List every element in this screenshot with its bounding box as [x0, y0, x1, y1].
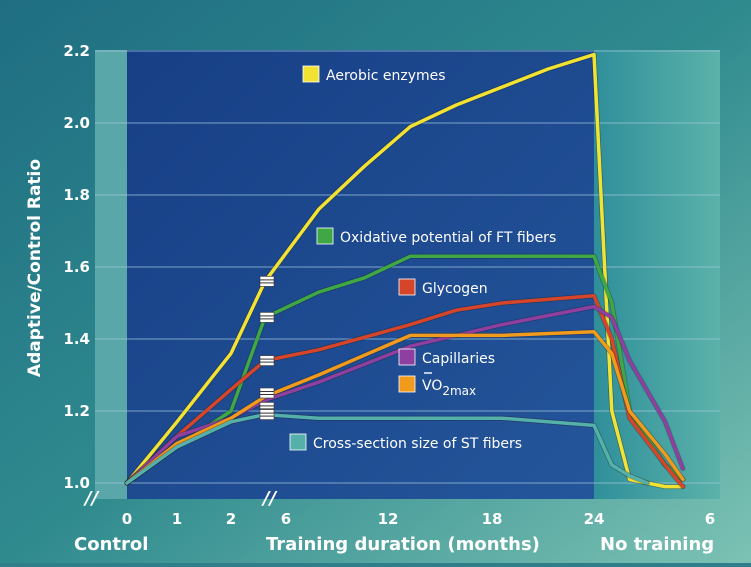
label-text-glycogen: Glycogen: [422, 281, 488, 297]
y-tick-label-2: 1.4: [63, 330, 90, 348]
x-tick-label-4: 12: [378, 510, 399, 528]
swatch-glycogen: [398, 278, 416, 296]
swatch-capillaries: [398, 348, 416, 366]
break-mark-5: [259, 409, 275, 420]
label-oxidative-potential: Oxidative potential of FT fibers: [316, 227, 556, 246]
y-tick-label-6: 2.2: [63, 42, 90, 60]
section-label-training: Training duration (months): [266, 534, 540, 555]
vo2-sub: 2max: [442, 384, 476, 398]
label-glycogen: Glycogen: [398, 278, 488, 297]
break-mark-0: [259, 276, 275, 287]
axis-break-ticks: [259, 276, 275, 420]
x-tick-label-5: 18: [482, 510, 503, 528]
y-axis-title: Adaptive/Control Ratio: [25, 159, 45, 377]
label-aerobic-enzymes: Aerobic enzymes: [302, 65, 446, 84]
x-tick-label-6: 24: [584, 510, 605, 528]
y-tick-labels: 1.0 1.2 1.4 1.6 1.8 2.0 2.2: [63, 42, 90, 492]
x-axis-break-mark: //: [261, 488, 278, 509]
y-tick-label-5: 2.0: [63, 114, 90, 132]
x-tick-labels: 0 1 2 6 12 18 24 6: [122, 510, 715, 528]
break-mark-3: [259, 387, 275, 399]
y-tick-label-1: 1.2: [63, 402, 90, 420]
y-tick-label-4: 1.8: [63, 186, 90, 204]
break-mark-2: [259, 355, 275, 366]
swatch-oxidative-potential: [316, 227, 334, 245]
series-line-5: [125, 412, 650, 485]
control-panel: [95, 50, 127, 499]
section-label-control: Control: [74, 534, 148, 555]
x-tick-label-0: 0: [122, 510, 132, 528]
swatch-st-fibers: [289, 433, 307, 451]
x-tick-label-3: 6: [281, 510, 291, 528]
label-text-vo2max: VO2max: [422, 378, 476, 398]
gridlines: [95, 50, 720, 484]
y-tick-label-3: 1.6: [63, 258, 90, 276]
x-tick-label-2: 2: [226, 510, 236, 528]
label-text-oxidative-potential: Oxidative potential of FT fibers: [340, 230, 556, 246]
label-capillaries: Capillaries: [398, 348, 495, 367]
label-text-capillaries: Capillaries: [422, 351, 495, 367]
section-label-no-training: No training: [600, 534, 714, 555]
label-text-st-fibers: Cross-section size of ST fibers: [313, 436, 522, 452]
training-panel: [127, 50, 594, 499]
label-vo2max: VO2max: [398, 372, 476, 398]
series-line-2: [125, 294, 685, 489]
label-st-fibers: Cross-section size of ST fibers: [289, 433, 522, 452]
y-axis-break-mark: //: [83, 488, 100, 509]
swatch-aerobic-enzymes: [302, 65, 320, 83]
x-tick-label-7: 6: [705, 510, 715, 528]
y-tick-label-0: 1.0: [63, 474, 90, 492]
series-lines: [124, 52, 686, 490]
vo2-main: VO: [422, 378, 442, 394]
series-line-0: [125, 52, 685, 489]
swatch-vo2max: [398, 375, 416, 393]
detraining-panel: [594, 50, 720, 499]
label-text-aerobic-enzymes: Aerobic enzymes: [326, 68, 446, 84]
x-tick-label-1: 1: [172, 510, 182, 528]
series-line-4: [125, 330, 685, 485]
break-mark-1: [259, 312, 275, 323]
